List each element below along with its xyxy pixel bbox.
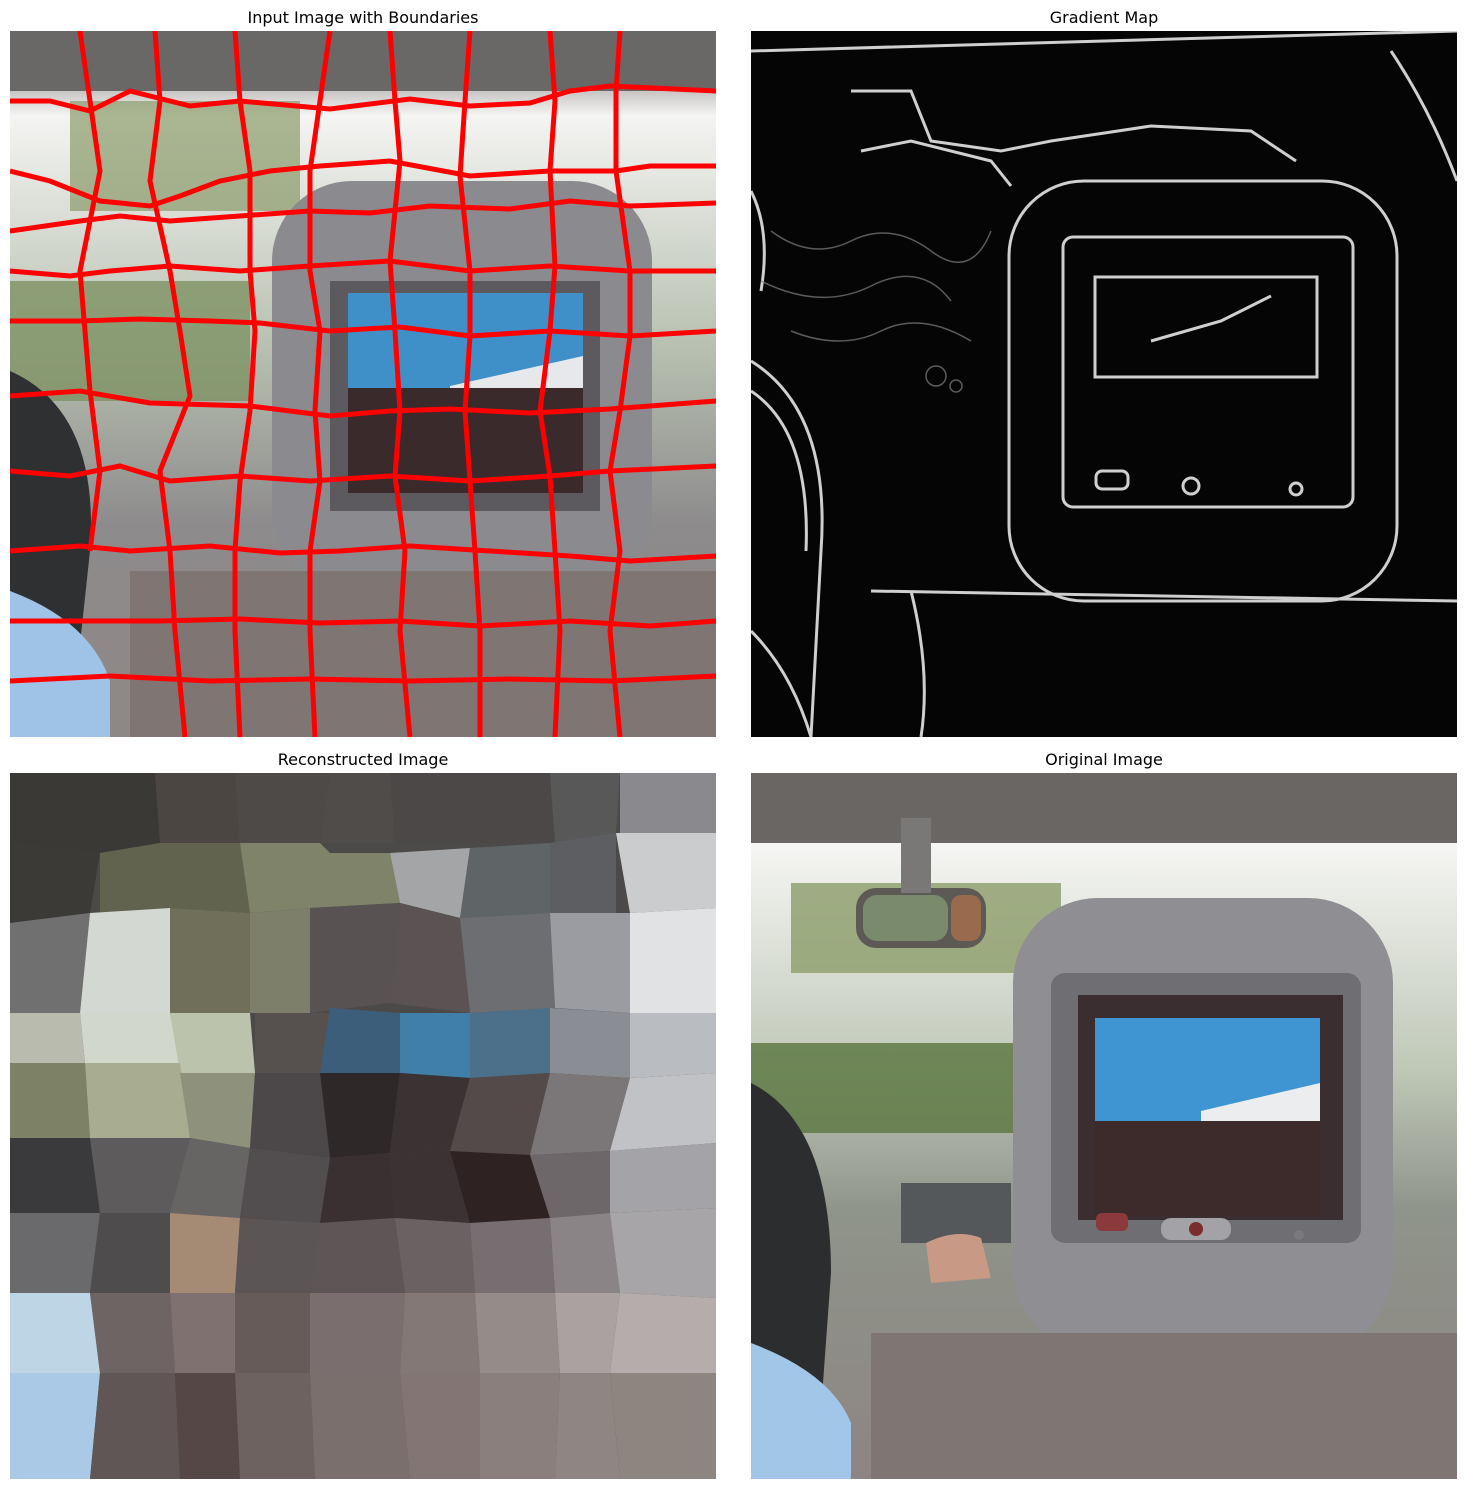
title-gradient-map: Gradient Map xyxy=(1049,8,1159,27)
gradient-edges xyxy=(751,31,1457,737)
input-boundaries-image xyxy=(10,31,716,737)
original-image xyxy=(751,773,1457,1479)
panel-gradient-map xyxy=(751,31,1457,737)
gradient-map-image xyxy=(751,31,1457,737)
panel-original xyxy=(751,773,1457,1479)
panel-reconstructed xyxy=(10,773,716,1479)
superpixel-boundaries xyxy=(10,31,716,737)
title-input-boundaries: Input Image with Boundaries xyxy=(247,8,479,27)
title-reconstructed: Reconstructed Image xyxy=(277,750,449,769)
reconstructed-image xyxy=(10,773,716,1479)
panel-input-boundaries xyxy=(10,31,716,737)
title-original: Original Image xyxy=(1045,750,1163,769)
